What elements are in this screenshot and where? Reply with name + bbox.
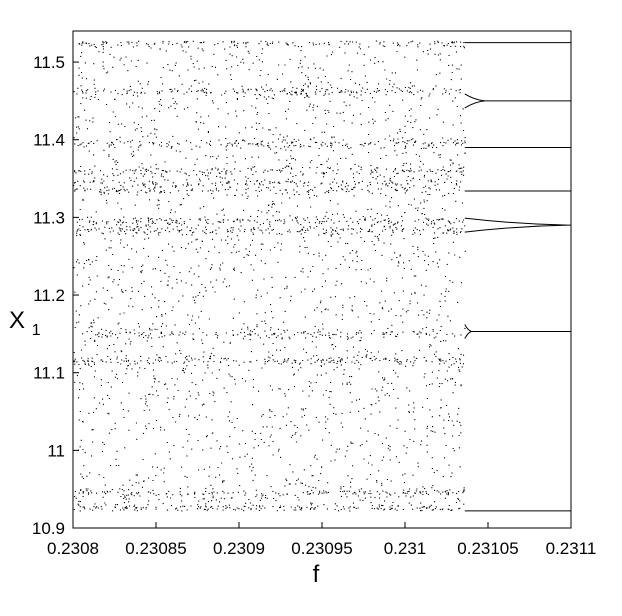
x-tick-label: 0.23085 bbox=[125, 539, 186, 558]
y-tick-label: 11.2 bbox=[33, 286, 65, 305]
periodic-orbit-4 bbox=[464, 217, 571, 233]
y-tick-label: 11 bbox=[47, 441, 65, 460]
periodic-orbits bbox=[464, 42, 571, 512]
y-tick-label: 10.9 bbox=[32, 519, 65, 538]
x-axis-title: f bbox=[313, 561, 320, 588]
x-tick-label: 0.2308 bbox=[47, 539, 99, 558]
chaotic-points bbox=[73, 40, 466, 512]
y-axis-title-main: X bbox=[9, 307, 25, 334]
x-tick-label: 0.2311 bbox=[546, 539, 597, 558]
y-tick-label: 11.1 bbox=[33, 364, 65, 383]
scatter-points bbox=[73, 40, 466, 512]
y-axis-title: X 1 bbox=[9, 307, 41, 339]
y-axis-title-subscript: 1 bbox=[32, 322, 41, 339]
periodic-orbit-1 bbox=[464, 93, 571, 109]
axis-ticks: 0.2308 0.23085 0.2309 0.23095 0.231 0.23105 0.… bbox=[32, 53, 596, 558]
periodic-orbit-5 bbox=[464, 324, 571, 339]
x-tick-label: 0.2309 bbox=[213, 539, 265, 558]
y-tick-label: 11.4 bbox=[33, 131, 65, 150]
y-tick-label: 11.3 bbox=[33, 208, 65, 227]
x-tick-label: 0.23105 bbox=[457, 539, 518, 558]
x-tick-label: 0.231 bbox=[384, 539, 427, 558]
y-tick-label: 11.5 bbox=[33, 53, 65, 72]
x-tick-label: 0.23095 bbox=[291, 539, 352, 558]
